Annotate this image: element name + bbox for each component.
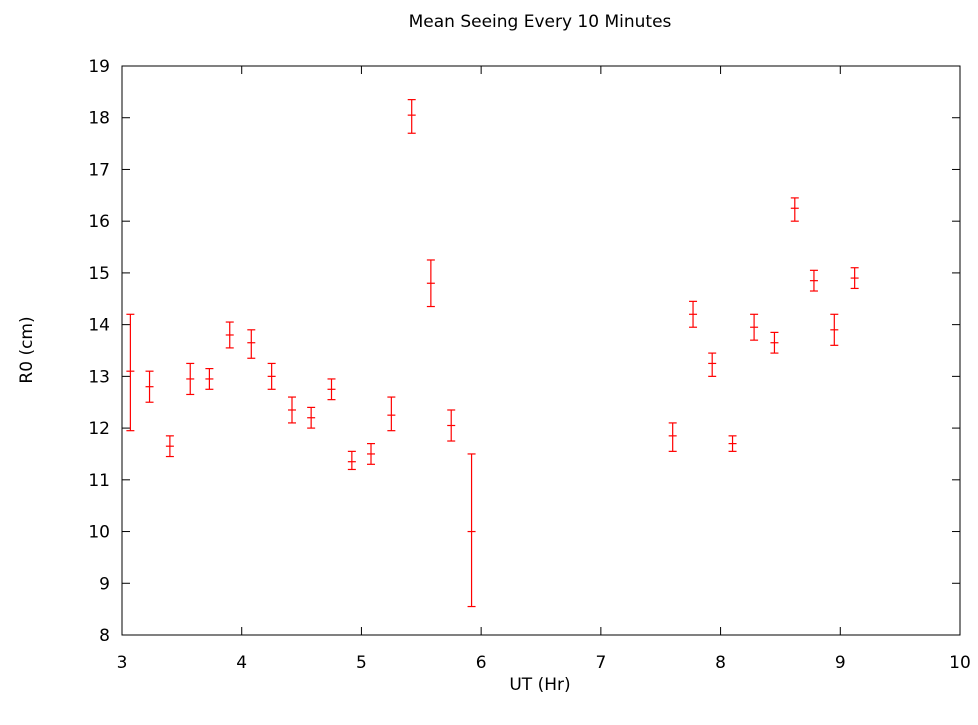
axis-ticks <box>121 65 961 636</box>
x-axis-label: UT (Hr) <box>509 675 570 695</box>
error-bar-point <box>447 409 456 442</box>
error-bar-point <box>850 267 859 290</box>
y-tick-label: 8 <box>99 626 110 646</box>
y-axis-label: R0 (cm) <box>17 316 37 383</box>
y-tick-label: 9 <box>99 574 110 594</box>
y-tick-label: 19 <box>88 57 110 77</box>
error-bar-point <box>770 331 779 354</box>
y-tick-label: 18 <box>88 109 110 129</box>
error-bar-point <box>186 362 195 396</box>
x-tick-label: 10 <box>949 653 971 673</box>
error-bar-point <box>225 321 234 349</box>
chart-title: Mean Seeing Every 10 Minutes <box>409 12 672 32</box>
y-tick-label: 10 <box>88 523 110 543</box>
error-bar-point <box>347 450 356 471</box>
y-tick-label: 12 <box>88 419 110 439</box>
plot-frame <box>121 65 961 636</box>
error-bar-point <box>407 99 416 134</box>
y-tick-label: 16 <box>88 212 110 232</box>
error-bar-point <box>790 197 799 222</box>
x-tick-label: 4 <box>236 653 247 673</box>
y-tick-label: 13 <box>88 367 110 387</box>
error-bar-point <box>708 352 717 377</box>
x-tick-label: 7 <box>595 653 606 673</box>
error-bar-point <box>689 300 698 328</box>
error-bar-point <box>247 329 256 359</box>
axis-tick-labels: 3 4 5 6 7 8 9 10 8 9 10 11 12 13 14 15 16 17 18 19 <box>88 57 970 673</box>
x-tick-label: 3 <box>117 653 128 673</box>
y-tick-label: 11 <box>88 471 110 491</box>
x-tick-label: 9 <box>835 653 846 673</box>
y-tick-label: 17 <box>88 160 110 180</box>
data-points <box>126 99 859 608</box>
error-bar-point <box>267 362 276 390</box>
error-bar-point <box>165 435 174 458</box>
error-bar-point <box>205 368 214 390</box>
error-bar-point <box>367 443 376 465</box>
x-tick-label: 6 <box>476 653 487 673</box>
error-bar-point <box>728 435 737 452</box>
error-bar-point <box>387 396 396 432</box>
error-bar-point <box>126 313 135 432</box>
error-bar-point <box>307 406 316 429</box>
y-tick-label: 15 <box>88 264 110 284</box>
error-bar-point <box>426 259 435 308</box>
error-bar-point <box>830 313 839 346</box>
x-tick-label: 8 <box>715 653 726 673</box>
error-bar-point <box>287 396 296 424</box>
y-tick-label: 14 <box>88 316 110 336</box>
error-bar-point <box>327 378 336 401</box>
error-bar-point <box>668 422 677 452</box>
error-bar-point <box>145 370 154 403</box>
x-tick-label: 5 <box>356 653 367 673</box>
error-bar-point <box>809 269 818 292</box>
error-bar-point <box>467 453 476 608</box>
error-bar-point <box>750 313 759 341</box>
